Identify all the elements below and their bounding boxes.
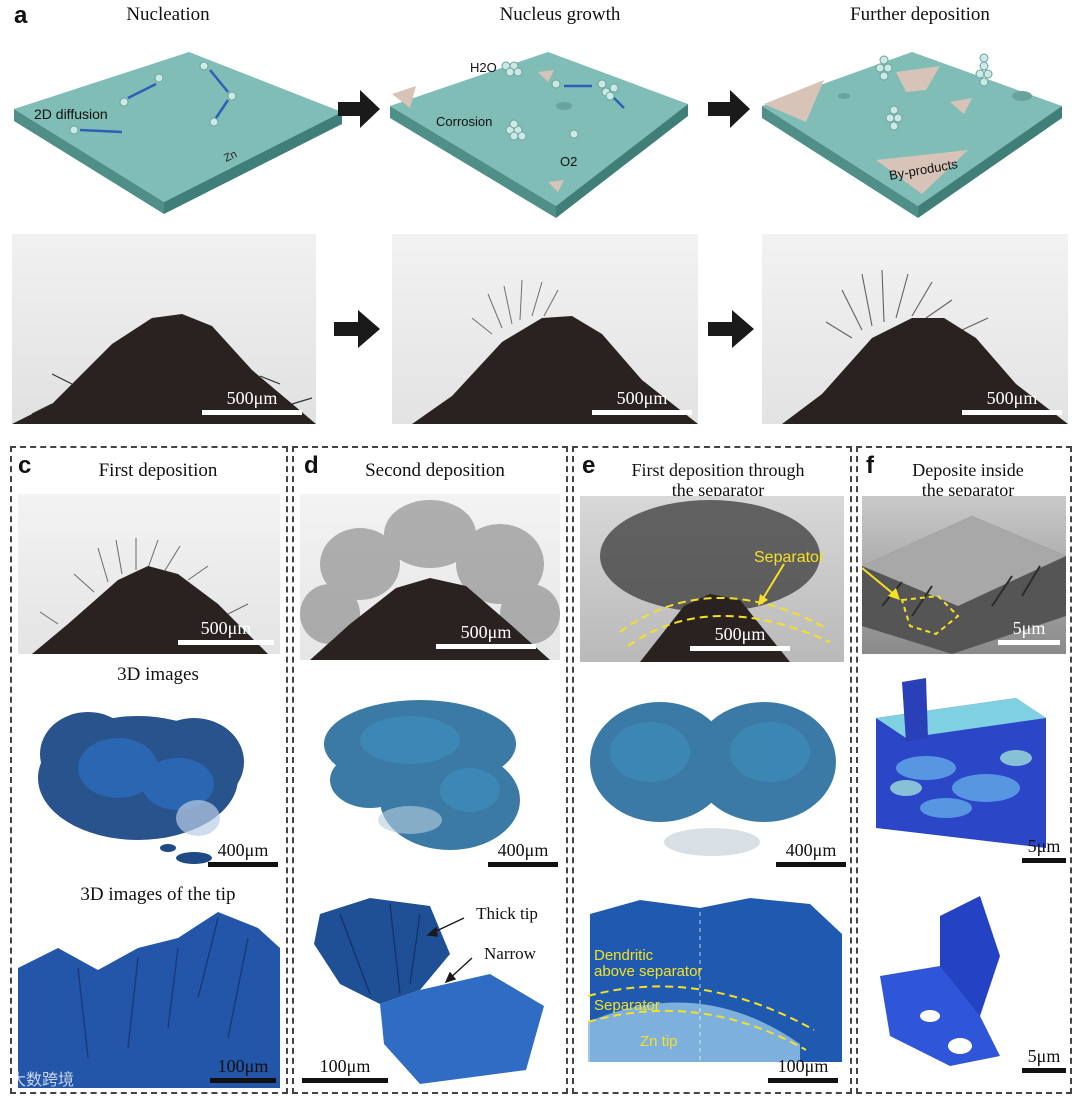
- svg-text:Dendritic: Dendritic: [594, 947, 654, 964]
- render-tip-c: [18, 912, 280, 1088]
- subtitle-3d-images-c: 3D images: [117, 664, 199, 685]
- title-second-deposition: Second deposition: [365, 460, 505, 481]
- separator-arrow-e: [758, 563, 785, 606]
- svg-text:above separator: above separator: [594, 963, 702, 980]
- box-panel-f: [856, 446, 1072, 1094]
- arrow-a1: [338, 90, 380, 128]
- svg-text:Separator: Separator: [594, 997, 660, 1014]
- scale-bar-c-bottom: 100μm: [210, 1056, 276, 1083]
- scale-bar-d-bottom: 100μm: [302, 1056, 388, 1083]
- panel-label-c: c: [18, 452, 32, 479]
- render-3d-f: [876, 678, 1046, 848]
- title-further-deposition: Further deposition: [850, 4, 990, 25]
- svg-text:Zn tip: Zn tip: [640, 1033, 678, 1050]
- optical-image-b2: 500μm: [392, 234, 698, 424]
- box-panel-c: [10, 446, 288, 1094]
- panel-label-e: e: [582, 452, 596, 479]
- box-panel-e: [572, 446, 852, 1094]
- render-tip-f: [880, 896, 1000, 1066]
- render-3d-e: [590, 702, 836, 856]
- label-h2o: H2O: [470, 60, 497, 75]
- optical-image-e: 500μm: [580, 496, 844, 662]
- scale-bar-f-bottom: 5μm: [1022, 1046, 1066, 1073]
- annotation-thick-tip: Thick tip: [476, 904, 538, 923]
- scale-bar-e-bottom: 100μm: [768, 1056, 838, 1083]
- optical-image-b1: 500μm: [12, 234, 316, 424]
- label-o2: O2: [560, 154, 577, 169]
- render-tip-e: Dendritic above separator Separator Zn t…: [587, 896, 842, 1062]
- arrow-a2: [708, 90, 750, 128]
- render-tip-d: [314, 898, 544, 1084]
- arrow-b1: [334, 310, 380, 348]
- title-nucleation: Nucleation: [126, 4, 210, 25]
- scale-bar-f-top: 5μm: [998, 618, 1060, 645]
- box-panel-d: [292, 446, 568, 1094]
- scale-bar-f-mid: 5μm: [1022, 836, 1066, 863]
- title-first-deposition-through-separator: First deposition through the separator: [631, 460, 805, 500]
- scale-bar-b3: 500μm: [962, 388, 1062, 415]
- optical-image-b3: 500μm: [762, 234, 1068, 424]
- arrow-b2: [708, 310, 754, 348]
- scale-bar-d-mid: 400μm: [488, 840, 558, 867]
- schematic-nucleation: 2D diffusion Zn: [14, 52, 342, 214]
- title-nucleus-growth: Nucleus growth: [499, 4, 621, 25]
- schematic-further-deposition: By-products: [762, 52, 1062, 218]
- scale-bar-e-top: 500μm: [690, 624, 790, 651]
- panel-label-d: d: [304, 452, 319, 479]
- scale-bar-e-mid: 400μm: [776, 840, 846, 867]
- subtitle-3d-tip-c: 3D images of the tip: [80, 884, 236, 905]
- label-separator-e-top: Separator: [754, 549, 825, 566]
- panel-label-f: f: [866, 452, 874, 479]
- annotation-narrow: Narrow: [484, 944, 536, 963]
- sem-image-f: 5μm: [862, 496, 1066, 654]
- optical-image-d: 500μm: [300, 494, 560, 660]
- title-deposite-inside-separator: Deposite inside the separator: [912, 460, 1024, 500]
- render-3d-c: [38, 712, 244, 864]
- schematic-nucleus-growth: H2O Corrosion O2: [390, 52, 688, 218]
- panel-label-a: a: [14, 2, 28, 29]
- label-zn-substrate: Zn: [222, 148, 239, 164]
- scale-bar-b1: 500μm: [202, 388, 302, 415]
- scale-bar-d-top: 500μm: [436, 622, 536, 649]
- scale-bar-c-mid: 400μm: [208, 840, 278, 867]
- label-2d-diffusion: 2D diffusion: [34, 106, 108, 122]
- svg-text:Separator: Separator: [754, 549, 825, 566]
- label-corrosion: Corrosion: [436, 114, 492, 129]
- title-first-deposition: First deposition: [98, 460, 218, 481]
- render-3d-d: [324, 700, 520, 850]
- scale-bar-c-top: 500μm: [178, 618, 274, 645]
- watermark: 大数跨境: [10, 1070, 75, 1089]
- scale-bar-b2: 500μm: [592, 388, 692, 415]
- optical-image-c: 500μm: [18, 494, 280, 654]
